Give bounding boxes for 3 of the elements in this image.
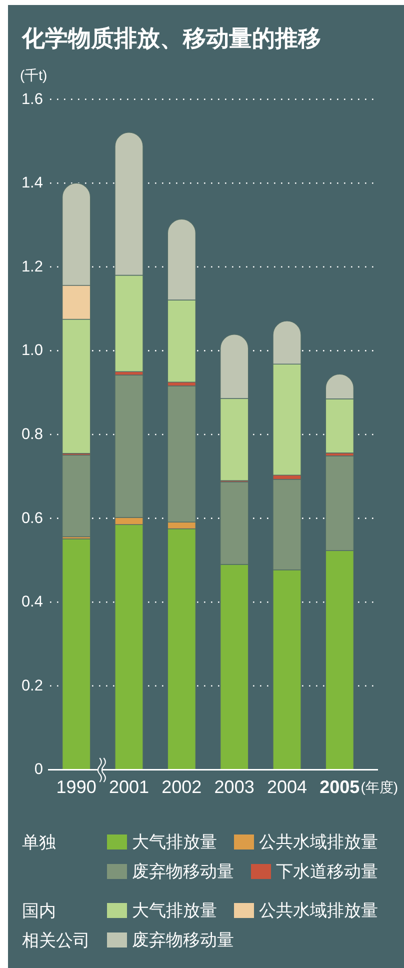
title: 化学物质排放、移动量的推移	[22, 25, 321, 51]
annotation: 国内相关公司	[22, 901, 90, 950]
annotation: 单独	[22, 832, 56, 852]
